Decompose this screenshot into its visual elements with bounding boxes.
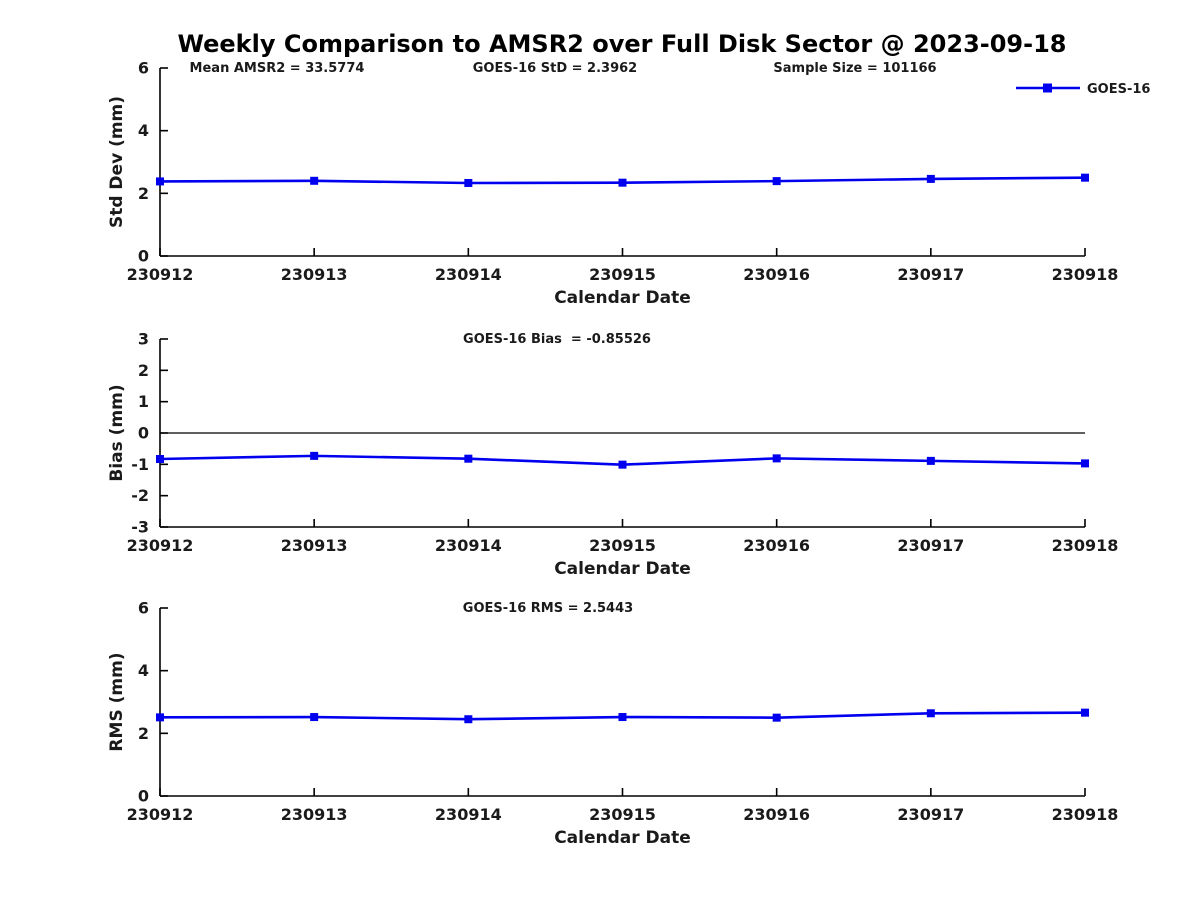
x-tick-label: 230913 <box>281 265 348 284</box>
x-tick-label: 230912 <box>127 805 194 824</box>
data-point-marker <box>926 456 935 465</box>
y-tick-label: -3 <box>131 518 149 537</box>
x-tick-label: 230912 <box>127 536 194 555</box>
chart-title: Weekly Comparison to AMSR2 over Full Dis… <box>177 30 1067 58</box>
annotation-text: Mean AMSR2 = 33.5774 <box>190 61 365 76</box>
data-point-marker <box>926 174 935 183</box>
x-tick-label: 230916 <box>743 265 810 284</box>
y-tick-label: 0 <box>138 787 149 806</box>
x-tick-label: 230914 <box>435 265 502 284</box>
annotation-text: Sample Size = 101166 <box>773 61 936 76</box>
y-tick-label: 0 <box>138 424 149 443</box>
y-tick-label: 3 <box>138 330 149 349</box>
x-tick-label: 230916 <box>743 536 810 555</box>
data-point-marker <box>310 713 319 722</box>
x-tick-label: 230912 <box>127 265 194 284</box>
y-tick-label: 4 <box>138 121 149 140</box>
x-tick-label: 230915 <box>589 805 656 824</box>
data-point-marker <box>772 454 781 463</box>
annotation-text: GOES-16 StD = 2.3962 <box>473 61 637 76</box>
y-tick-label: 4 <box>138 661 149 680</box>
annotation-text: GOES-16 Bias = -0.85526 <box>463 332 651 347</box>
data-point-marker <box>772 713 781 722</box>
y-tick-label: -1 <box>131 455 149 474</box>
y-axis-title: RMS (mm) <box>107 652 127 751</box>
x-tick-label: 230918 <box>1052 265 1119 284</box>
x-tick-label: 230917 <box>897 536 964 555</box>
x-tick-label: 230917 <box>897 265 964 284</box>
y-tick-label: 2 <box>138 184 149 203</box>
x-axis-title: Calendar Date <box>554 288 691 308</box>
x-tick-label: 230918 <box>1052 536 1119 555</box>
data-point-marker <box>772 177 781 186</box>
x-tick-label: 230917 <box>897 805 964 824</box>
annotation-text: GOES-16 RMS = 2.5443 <box>463 601 633 616</box>
legend-marker <box>1043 83 1052 93</box>
data-point-marker <box>464 454 473 463</box>
data-point-marker <box>156 177 164 186</box>
x-tick-label: 230915 <box>589 536 656 555</box>
y-tick-label: 2 <box>138 724 149 743</box>
data-point-marker <box>310 176 319 185</box>
y-tick-label: 6 <box>138 59 149 78</box>
y-tick-label: -2 <box>131 486 149 505</box>
data-point-marker <box>464 715 473 724</box>
data-point-marker <box>310 451 319 460</box>
data-point-marker <box>1081 459 1089 468</box>
data-point-marker <box>1081 708 1089 717</box>
x-tick-label: 230913 <box>281 536 348 555</box>
data-point-marker <box>156 713 164 722</box>
data-point-marker <box>618 713 627 722</box>
y-axis-title: Bias (mm) <box>107 384 127 481</box>
y-tick-label: 6 <box>138 599 149 618</box>
y-axis-title: Std Dev (mm) <box>107 96 127 228</box>
data-point-marker <box>1081 173 1089 182</box>
y-tick-label: 0 <box>138 247 149 266</box>
data-point-marker <box>156 455 164 464</box>
x-tick-label: 230914 <box>435 536 502 555</box>
data-point-marker <box>464 178 473 187</box>
x-tick-label: 230913 <box>281 805 348 824</box>
y-tick-label: 2 <box>138 361 149 380</box>
data-point-marker <box>926 709 935 718</box>
x-axis-title: Calendar Date <box>554 559 691 579</box>
data-point-marker <box>618 178 627 187</box>
x-tick-label: 230914 <box>435 805 502 824</box>
x-tick-label: 230916 <box>743 805 810 824</box>
x-tick-label: 230918 <box>1052 805 1119 824</box>
data-point-marker <box>618 460 627 469</box>
x-tick-label: 230915 <box>589 265 656 284</box>
legend-label: GOES-16 <box>1087 82 1150 97</box>
y-tick-label: 1 <box>138 392 149 411</box>
x-axis-title: Calendar Date <box>554 828 691 848</box>
